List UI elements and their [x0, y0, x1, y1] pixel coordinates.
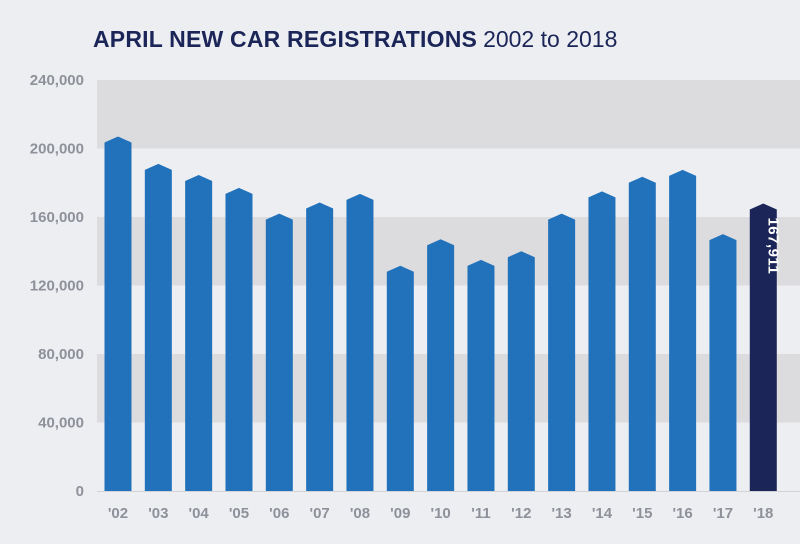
x-tick-label: '07 [310, 505, 330, 522]
x-tick-label: '16 [672, 505, 692, 522]
bar [104, 136, 132, 491]
bar [306, 202, 334, 491]
x-tick-label: '13 [551, 505, 571, 522]
bar [507, 251, 535, 491]
x-tick-label: '04 [189, 505, 210, 522]
bar-value-label: 167,911 [764, 217, 781, 274]
chart-title-main: APRIL NEW CAR REGISTRATIONS [93, 26, 478, 52]
y-tick-label: 0 [76, 483, 84, 500]
x-tick-label: '06 [269, 505, 289, 522]
x-tick-label: '14 [592, 505, 613, 522]
x-tick-label: '10 [431, 505, 451, 522]
x-tick-label: '02 [108, 505, 128, 522]
bars [104, 136, 777, 492]
x-tick-label: '18 [753, 505, 773, 522]
x-tick-label: '05 [229, 505, 249, 522]
bar [144, 163, 172, 491]
x-tick-label: '08 [350, 505, 370, 522]
bar [185, 175, 213, 491]
bar [427, 239, 455, 491]
bar [386, 265, 414, 491]
bar [548, 213, 576, 491]
bar [628, 176, 656, 491]
bar [467, 259, 495, 491]
y-tick-label: 120,000 [30, 278, 84, 295]
chart-title: APRIL NEW CAR REGISTRATIONS 2002 to 2018 [93, 26, 617, 53]
x-tick-label: '09 [390, 505, 410, 522]
data-labels: 167,911 [764, 217, 781, 274]
bar [346, 193, 374, 491]
y-tick-label: 40,000 [38, 415, 84, 432]
x-tick-label: '11 [471, 505, 490, 522]
y-tick-label: 200,000 [30, 141, 84, 158]
y-tick-label: 240,000 [30, 72, 84, 89]
x-tick-label: '17 [713, 505, 733, 522]
bar [588, 191, 616, 491]
y-tick-label: 160,000 [30, 209, 84, 226]
bar [709, 234, 737, 491]
bar [749, 203, 777, 492]
bar [225, 187, 253, 491]
x-axis-ticks: '02 '03 '04 '05 '06 '07 '08 '09 '10 '11 '12 '13 '14 '… [108, 505, 774, 522]
bar [669, 169, 697, 491]
bar [265, 213, 293, 491]
x-tick-label: '15 [632, 505, 652, 522]
y-axis-ticks: 0 40,000 80,000 120,000 160,000 200,000 240,00… [30, 72, 84, 500]
x-tick-label: '12 [511, 505, 531, 522]
x-tick-label: '03 [148, 505, 168, 522]
chart-subtitle: 2002 to 2018 [483, 26, 618, 52]
y-tick-label: 80,000 [38, 346, 84, 363]
grid-band [97, 80, 800, 149]
